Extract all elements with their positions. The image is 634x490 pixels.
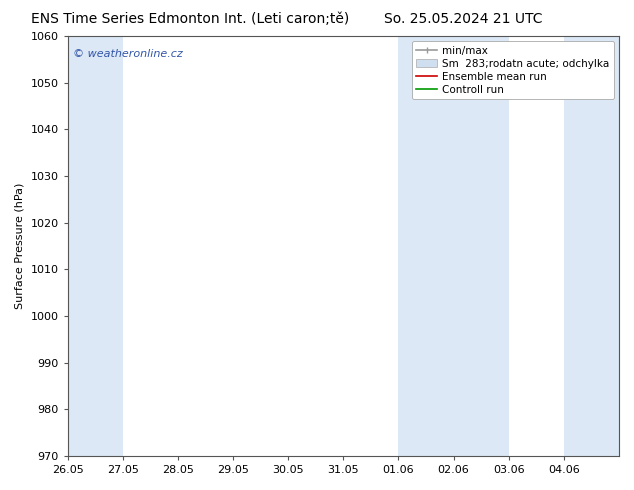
Text: ENS Time Series Edmonton Int. (Leti caron;tě): ENS Time Series Edmonton Int. (Leti caro…: [31, 12, 349, 26]
Text: So. 25.05.2024 21 UTC: So. 25.05.2024 21 UTC: [384, 12, 542, 26]
Bar: [68, 36, 123, 456]
Legend: min/max, Sm  283;rodatn acute; odchylka, Ensemble mean run, Controll run: min/max, Sm 283;rodatn acute; odchylka, …: [412, 41, 614, 99]
Text: © weatheronline.cz: © weatheronline.cz: [73, 49, 183, 59]
Y-axis label: Surface Pressure (hPa): Surface Pressure (hPa): [15, 183, 25, 309]
Bar: [564, 36, 619, 456]
Bar: [399, 36, 508, 456]
